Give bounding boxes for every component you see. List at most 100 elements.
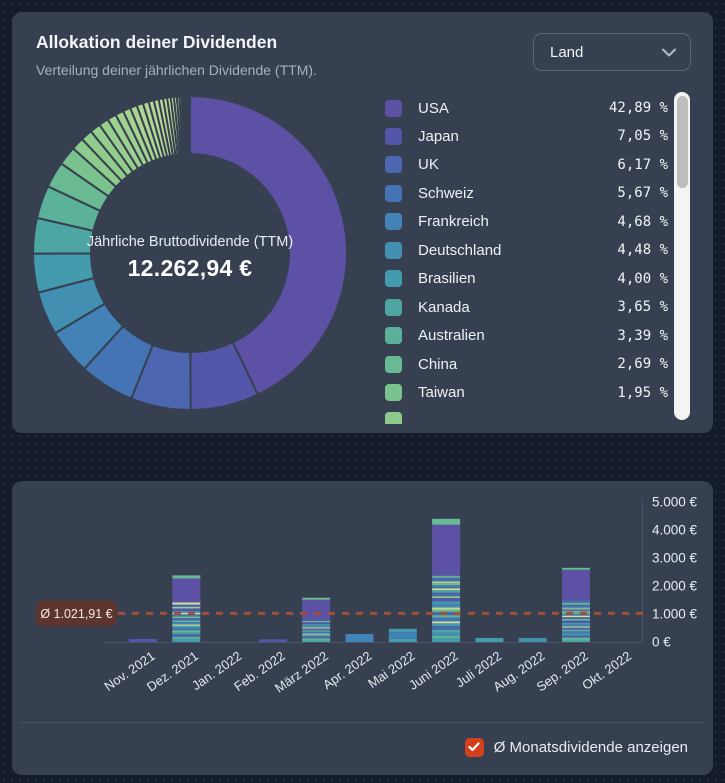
legend-label: China bbox=[418, 355, 458, 373]
legend-swatch bbox=[385, 412, 402, 424]
donut-svg[interactable] bbox=[20, 83, 360, 423]
legend-item[interactable]: Japan 7,05 % bbox=[385, 124, 668, 148]
legend-label: Japan bbox=[418, 127, 459, 145]
bar-segment bbox=[562, 607, 590, 609]
donut-chart[interactable] bbox=[20, 83, 360, 423]
bar-feb-2022[interactable] bbox=[258, 639, 287, 642]
legend-value: 4,68 % bbox=[617, 213, 668, 230]
bar-märz-2022[interactable] bbox=[302, 597, 331, 642]
bar-segment bbox=[302, 622, 331, 625]
bar-segment bbox=[432, 629, 461, 633]
chart-options-row: Ø Monatsdividende anzeigen bbox=[12, 727, 688, 767]
bar-segment bbox=[562, 604, 590, 607]
bar-segment bbox=[562, 624, 590, 627]
bar-juni-2022[interactable] bbox=[432, 518, 461, 642]
donut-slice-other[interactable] bbox=[188, 94, 191, 156]
average-badge-label: Ø 1.021,91 € bbox=[40, 607, 112, 621]
legend-item[interactable]: USA 42,89 % bbox=[385, 96, 668, 120]
bar-segment bbox=[432, 598, 461, 602]
chevron-down-icon bbox=[662, 48, 676, 56]
bar-segment bbox=[172, 607, 201, 609]
legend-scrollbar-thumb[interactable] bbox=[676, 96, 688, 188]
bar-segment bbox=[562, 611, 590, 613]
x-tick-label: Juni 2022 bbox=[406, 648, 461, 693]
allocation-card: Allokation deiner Dividenden Verteilung … bbox=[12, 12, 713, 433]
legend-item[interactable]: Deutschland 4,48 % bbox=[385, 238, 668, 262]
bar-segment bbox=[172, 627, 201, 631]
bar-segment bbox=[172, 634, 201, 637]
legend-label: Kanada bbox=[418, 298, 470, 316]
bar-segment bbox=[432, 617, 461, 622]
legend-swatch bbox=[385, 270, 402, 288]
bar-apr-2022[interactable] bbox=[345, 634, 374, 642]
bar-segment bbox=[172, 618, 201, 621]
bar-segment bbox=[345, 634, 374, 642]
bar-segment bbox=[172, 614, 201, 617]
avg-dividend-checkbox[interactable] bbox=[464, 737, 484, 757]
legend-swatch bbox=[385, 184, 402, 202]
legend-item[interactable]: Australien 3,39 % bbox=[385, 324, 668, 348]
legend-item[interactable]: Taiwan 1,95 % bbox=[385, 381, 668, 405]
legend-item[interactable]: UK 6,17 % bbox=[385, 153, 668, 177]
bar-segment bbox=[302, 619, 331, 621]
bar-segment bbox=[302, 638, 331, 640]
bar-segment bbox=[475, 637, 504, 642]
legend-item[interactable]: Kanada 3,65 % bbox=[385, 295, 668, 319]
bar-segment bbox=[562, 569, 590, 601]
bar-segment bbox=[432, 601, 461, 604]
grouping-dropdown-value: Land bbox=[550, 43, 584, 61]
bar-segment bbox=[562, 612, 590, 614]
bar-segment bbox=[388, 632, 417, 639]
bar-segment bbox=[302, 597, 331, 600]
bar-aug-2022[interactable] bbox=[518, 637, 547, 642]
legend-item[interactable]: China 2,69 % bbox=[385, 352, 668, 376]
legend-scrollbar-track[interactable] bbox=[674, 92, 690, 420]
bar-segment bbox=[172, 625, 201, 628]
donut-slice-usa[interactable] bbox=[189, 94, 348, 396]
grouping-dropdown[interactable]: Land bbox=[533, 33, 691, 71]
legend-swatch bbox=[385, 327, 402, 345]
bar-segment bbox=[562, 600, 590, 603]
bar-segment bbox=[302, 630, 331, 632]
legend-label: UK bbox=[418, 156, 439, 174]
legend-item-partial[interactable] bbox=[385, 409, 668, 424]
bar-segment bbox=[432, 632, 461, 636]
bar-segment bbox=[562, 613, 590, 616]
monthly-bar-chart[interactable]: 0 €1.000 €2.000 €3.000 €4.000 €5.000 €No… bbox=[12, 481, 713, 721]
bar-segment bbox=[172, 622, 201, 625]
legend-label: Australien bbox=[418, 327, 485, 345]
x-tick-label: Apr. 2022 bbox=[320, 648, 374, 692]
bar-segment bbox=[172, 602, 201, 605]
bar-segment bbox=[432, 524, 461, 576]
bar-segment bbox=[432, 518, 461, 525]
bar-dez-2021[interactable] bbox=[172, 575, 201, 642]
bar-nov-2021[interactable] bbox=[129, 638, 157, 642]
bar-segment bbox=[172, 608, 201, 611]
y-tick-label: 4.000 € bbox=[652, 523, 698, 538]
x-tick-label: Okt. 2022 bbox=[579, 648, 634, 693]
bar-segment bbox=[562, 609, 590, 612]
bar-segment bbox=[172, 624, 201, 626]
bar-segment bbox=[432, 585, 461, 589]
legend-value: 3,65 % bbox=[617, 299, 668, 316]
bar-segment bbox=[432, 590, 461, 593]
bar-segment bbox=[432, 575, 461, 578]
legend-item[interactable]: Frankreich 4,68 % bbox=[385, 210, 668, 234]
avg-dividend-checkbox-label: Ø Monatsdividende anzeigen bbox=[493, 738, 688, 756]
bar-segment bbox=[172, 604, 201, 607]
legend-value: 7,05 % bbox=[617, 128, 668, 145]
bar-segment bbox=[302, 631, 331, 634]
bar-segment bbox=[432, 623, 461, 627]
legend-item[interactable]: Schweiz 5,67 % bbox=[385, 181, 668, 205]
bar-juli-2022[interactable] bbox=[475, 637, 504, 642]
bar-sep-2022[interactable] bbox=[562, 567, 590, 642]
bar-segment bbox=[562, 602, 590, 605]
bar-mai-2022[interactable] bbox=[388, 628, 417, 642]
bar-segment bbox=[172, 632, 201, 635]
legend-value: 3,39 % bbox=[617, 327, 668, 344]
legend-item[interactable]: Brasilien 4,00 % bbox=[385, 267, 668, 291]
bar-segment bbox=[432, 621, 461, 624]
bar-segment bbox=[562, 627, 590, 630]
bar-segment bbox=[432, 638, 461, 642]
bar-segment bbox=[172, 638, 201, 642]
